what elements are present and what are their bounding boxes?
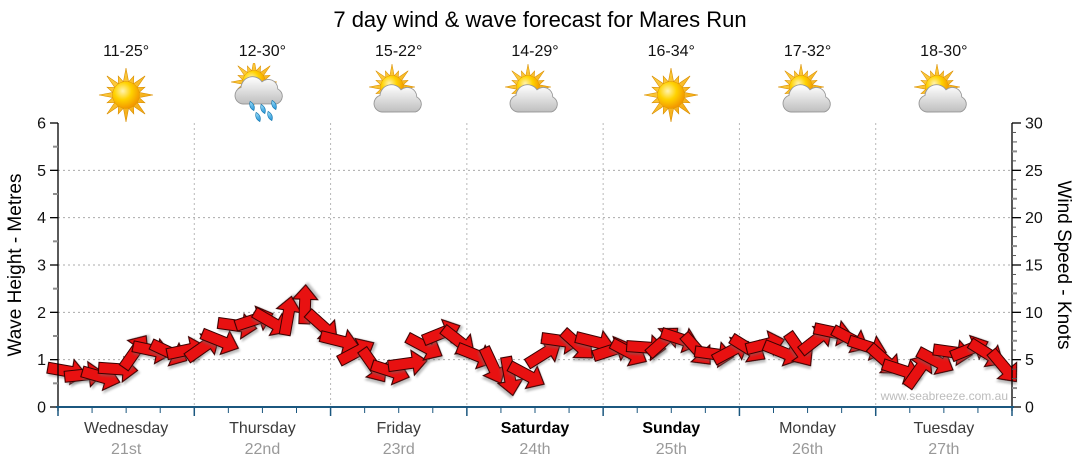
wind-arrow [915, 346, 954, 376]
partly-cloudy-icon [502, 63, 568, 123]
right-axis: 0 5 10 15 20 25 30 [1011, 116, 1043, 417]
wind-arrow [199, 327, 240, 356]
temperature-range-wednesday: 11-25° [103, 43, 150, 60]
left-tick-label: 3 [37, 258, 46, 275]
temperature-range-friday: 15-22° [375, 43, 423, 60]
left-tick-label: 0 [37, 400, 46, 417]
temperature-range-monday: 17-32° [783, 43, 832, 60]
watermark-text: www.seabreeze.com.au [880, 389, 1008, 403]
wind-arrow [275, 295, 303, 337]
partly-cloudy-icon [911, 63, 977, 123]
partly-cloudy-icon [775, 63, 841, 123]
right-tick-label: 25 [1025, 163, 1043, 180]
day-label-sunday: Sunday [642, 420, 701, 437]
wind-arrow [506, 360, 545, 390]
temperature-range-saturday: 14-29° [511, 43, 559, 60]
temperature-range-sunday: 16-34° [647, 43, 695, 60]
wind-arrow [496, 355, 524, 397]
right-tick-label: 15 [1025, 258, 1043, 275]
right-tick-label: 0 [1025, 400, 1034, 417]
left-tick-label: 5 [37, 163, 46, 180]
right-tick-label: 20 [1025, 210, 1043, 227]
left-tick-label: 4 [37, 210, 46, 227]
right-tick-label: 10 [1025, 305, 1043, 322]
day-label-friday: Friday [376, 420, 421, 437]
wind-arrow [523, 339, 562, 370]
date-label-26th: 26th [791, 441, 824, 458]
left-tick-label: 1 [37, 352, 46, 369]
gridlines [58, 123, 1012, 407]
day-label-monday: Monday [779, 420, 837, 437]
left-tick-label: 2 [37, 305, 46, 322]
wind-arrow-series [46, 283, 1018, 397]
left-axis: 0 1 2 3 4 5 6 [37, 116, 59, 417]
date-label-24th: 24th [519, 441, 551, 458]
left-tick-label: 6 [37, 116, 46, 133]
temperature-range-thursday: 12-30° [238, 43, 287, 60]
sunny-icon [638, 63, 704, 123]
right-tick-label: 30 [1025, 116, 1043, 133]
bottom-axis [56, 406, 1014, 416]
right-tick-label: 5 [1025, 352, 1034, 369]
temperature-range-tuesday: 18-30° [920, 43, 968, 60]
day-label-thursday: Thursday [229, 420, 296, 437]
wind-arrow [386, 349, 428, 377]
date-label-21st: 21st [111, 441, 142, 458]
date-label-25th: 25th [655, 441, 687, 458]
wind-arrow [478, 345, 507, 385]
date-label-23rd: 23rd [382, 441, 415, 458]
partly-cloudy-icon [366, 63, 432, 123]
day-label-wednesday: Wednesday [84, 420, 169, 437]
date-label-27th: 27th [928, 441, 960, 458]
showers-icon [229, 63, 295, 123]
chart-title: 7 day wind & wave forecast for Mares Run [333, 7, 747, 32]
day-label-tuesday: Tuesday [913, 420, 975, 437]
date-label-22nd: 22nd [244, 441, 281, 458]
sunny-icon [93, 63, 159, 123]
day-label-saturday: Saturday [500, 420, 570, 437]
